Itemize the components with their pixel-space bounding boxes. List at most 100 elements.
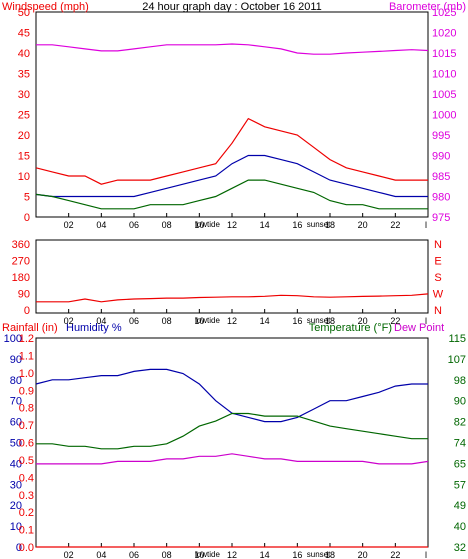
temperature-y-tick-label: 98 [454, 375, 466, 387]
barometer-y-tick-label: 995 [432, 130, 450, 142]
barometer-y-tick-label: 1025 [432, 7, 456, 19]
humidity-y-tick-label: 90 [10, 354, 22, 366]
barometer-y-tick-label: 990 [432, 151, 450, 163]
x-tick-label: 22 [390, 220, 400, 230]
rainfall-y-tick-label: 0.5 [19, 455, 34, 467]
x-tick-label: 12 [227, 316, 237, 326]
temperature-y-tick-label: 74 [454, 438, 466, 450]
x-tick-label: 16 [292, 550, 302, 559]
sunset-label: sunset [307, 220, 331, 229]
x-tick-label: 12 [227, 220, 237, 230]
wind-y-tick-label: 5 [24, 192, 30, 204]
compass-label: N [434, 305, 442, 317]
x-end-label: l [425, 550, 427, 559]
dewpoint-label: Dew Point [394, 322, 444, 334]
wind-y-tick-label: 35 [18, 69, 30, 81]
temperature-y-tick-label: 49 [454, 500, 466, 512]
rainfall-y-tick-label: 0.9 [19, 385, 34, 397]
rainfall-y-tick-label: 1.1 [19, 350, 34, 362]
wind-y-tick-label: 45 [18, 28, 30, 40]
barometer-y-tick-label: 1015 [432, 48, 456, 60]
rainfall-y-tick-label: 0.3 [19, 490, 34, 502]
x-tick-label: 02 [64, 316, 74, 326]
x-tick-label: 08 [162, 550, 172, 559]
temperature-y-tick-label: 90 [454, 396, 466, 408]
humidity-y-tick-label: 50 [10, 438, 22, 450]
direction-y-tick-label: 360 [12, 239, 30, 251]
x-tick-label: 04 [96, 220, 106, 230]
barometer-y-tick-label: 1010 [432, 69, 456, 81]
temperature-y-tick-label: 115 [448, 333, 466, 345]
direction-y-tick-label: 0 [24, 305, 30, 317]
temperature-y-tick-label: 107 [448, 354, 466, 366]
x-tick-label: 02 [64, 220, 74, 230]
rainfall-y-tick-label: 1.2 [19, 333, 34, 345]
x-tick-label: 20 [358, 550, 368, 559]
humidity-label: Humidity % [66, 322, 122, 334]
wind-left-label: Windspeed (mph) [2, 1, 89, 13]
barometer-y-tick-label: 1000 [432, 110, 456, 122]
humidity-y-tick-label: 60 [10, 417, 22, 429]
x-end-label: l [425, 316, 427, 326]
wind-y-tick-label: 10 [18, 171, 30, 183]
barometer-y-tick-label: 980 [432, 192, 450, 204]
lowtide-label: lowtide [195, 550, 220, 559]
temp-panel-frame [35, 337, 429, 548]
rainfall-y-tick-label: 0.8 [19, 403, 34, 415]
x-tick-label: 22 [390, 550, 400, 559]
x-tick-label: 08 [162, 316, 172, 326]
x-tick-label: 08 [162, 220, 172, 230]
x-tick-label: 10 [194, 316, 204, 326]
compass-label: N [434, 239, 442, 251]
x-tick-label: 06 [129, 316, 139, 326]
direction-y-tick-label: 270 [12, 256, 30, 268]
x-tick-label: 16 [292, 220, 302, 230]
wind-y-tick-label: 25 [18, 110, 30, 122]
lowtide-label: lowtide [195, 220, 220, 229]
temperature-line [36, 412, 428, 450]
barometer-y-tick-label: 1005 [432, 89, 456, 101]
x-tick-label: 06 [129, 550, 139, 559]
x-tick-label: 18 [325, 220, 335, 230]
x-tick-label: 06 [129, 220, 139, 230]
temperature-y-tick-label: 57 [454, 479, 466, 491]
direction-y-tick-label: 180 [12, 272, 30, 284]
sunset-label: sunset [307, 550, 331, 559]
x-tick-label: 22 [390, 316, 400, 326]
temperature-y-tick-label: 82 [454, 417, 466, 429]
rainfall-y-tick-label: 0.0 [19, 542, 34, 554]
x-tick-label: 14 [260, 316, 270, 326]
rainfall-label: Rainfall (in) [2, 322, 58, 334]
direction-y-tick-label: 90 [18, 289, 30, 301]
wind-y-tick-label: 15 [18, 151, 30, 163]
humidity-y-tick-label: 0 [16, 542, 22, 554]
x-tick-label: 10 [194, 550, 204, 559]
x-tick-label: 20 [358, 220, 368, 230]
x-tick-label: 12 [227, 550, 237, 559]
rainfall-y-tick-label: 1.0 [19, 368, 34, 380]
compass-label: W [433, 289, 444, 301]
temperature-y-tick-label: 32 [454, 542, 466, 554]
wind-y-tick-label: 50 [18, 7, 30, 19]
wind-y-tick-label: 30 [18, 89, 30, 101]
rainfall-y-tick-label: 0.2 [19, 507, 34, 519]
wind-panel-frame [35, 11, 429, 218]
wind-gust-line [35, 117, 428, 185]
rainfall-y-tick-label: 0.6 [19, 438, 34, 450]
temperature-y-tick-label: 65 [454, 458, 466, 470]
x-tick-label: 04 [96, 550, 106, 559]
rainfall-y-tick-label: 0.1 [19, 525, 34, 537]
temperature-y-tick-label: 40 [454, 521, 466, 533]
dewpoint-line [36, 453, 429, 465]
humidity-y-tick-label: 40 [10, 458, 22, 470]
barometer-line [36, 43, 429, 55]
x-tick-label: 16 [292, 316, 302, 326]
x-tick-label: 14 [260, 550, 270, 559]
humidity-y-tick-label: 80 [10, 375, 22, 387]
humidity-y-tick-label: 30 [10, 479, 22, 491]
x-tick-label: 14 [260, 220, 270, 230]
rainfall-y-tick-label: 0.7 [19, 420, 34, 432]
direction-panel-frame [35, 239, 429, 314]
humidity-y-tick-label: 70 [10, 396, 22, 408]
